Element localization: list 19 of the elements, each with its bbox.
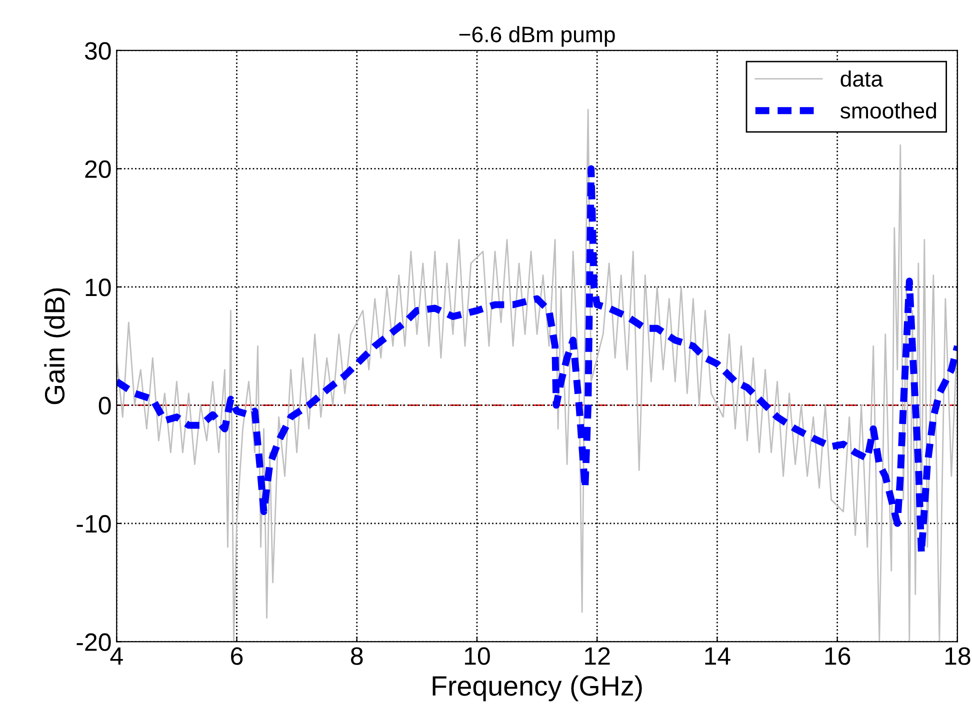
chart-title: −6.6 dBm pump: [459, 26, 615, 47]
y-tick-label: 30: [84, 42, 111, 60]
x-tick-label: 6: [231, 647, 243, 665]
y-tick-label: 20: [85, 160, 111, 178]
y-tick-label: -20: [76, 633, 111, 651]
x-tick-label: 12: [585, 647, 610, 665]
x-axis-title: Frequency (GHz): [432, 675, 642, 702]
y-tick-label: 0: [98, 396, 111, 415]
x-tick-label: 16: [825, 647, 850, 665]
y-tick-label: -10: [76, 515, 111, 533]
y-axis-title: Gain (dB): [44, 288, 70, 404]
legend-label: smoothed: [840, 102, 936, 119]
x-tick-label: 18: [945, 647, 970, 665]
x-tick-label: 8: [351, 647, 363, 665]
legend-label: data: [840, 70, 884, 87]
x-tick-label: 14: [705, 647, 730, 665]
x-tick-label: 10: [464, 647, 490, 665]
y-tick-label: 10: [86, 278, 111, 296]
x-tick-label: 4: [110, 647, 123, 665]
